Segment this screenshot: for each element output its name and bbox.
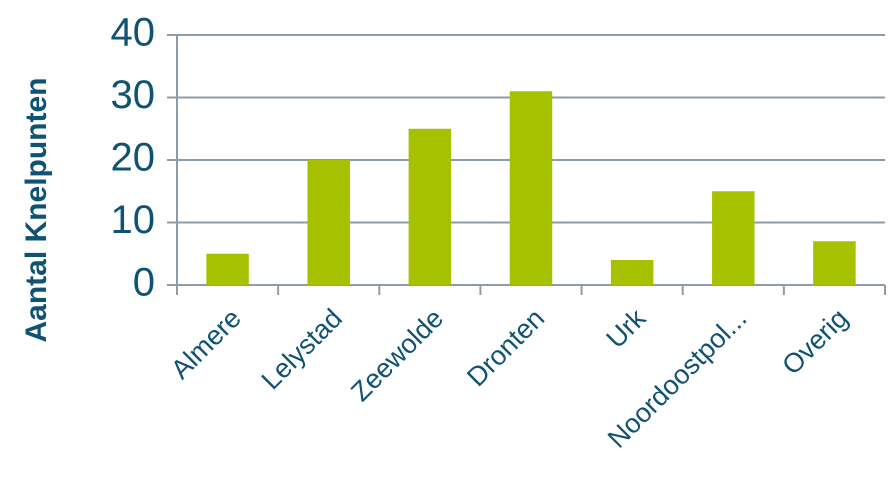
x-tick-label: Overig xyxy=(776,303,853,380)
bar xyxy=(610,260,654,285)
y-tick-label: 40 xyxy=(111,11,156,55)
y-axis-label: Aantal Knelpunten xyxy=(20,77,53,342)
bar xyxy=(408,128,452,285)
bar xyxy=(712,191,755,285)
bar xyxy=(206,253,249,285)
x-tick-label: Zeewolde xyxy=(345,303,449,407)
x-tick-label: Lelystad xyxy=(256,303,348,395)
y-tick-label: 10 xyxy=(111,198,156,242)
x-tick-label: Dronten xyxy=(461,303,550,392)
y-tick-label: 20 xyxy=(111,136,156,180)
bar xyxy=(509,91,553,285)
bar xyxy=(307,160,350,285)
x-tick-label: Almere xyxy=(165,303,247,385)
y-tick-label: 0 xyxy=(133,261,155,305)
bar xyxy=(813,241,856,285)
x-tick-label: Urk xyxy=(601,303,652,354)
y-tick-label: 30 xyxy=(111,73,156,117)
